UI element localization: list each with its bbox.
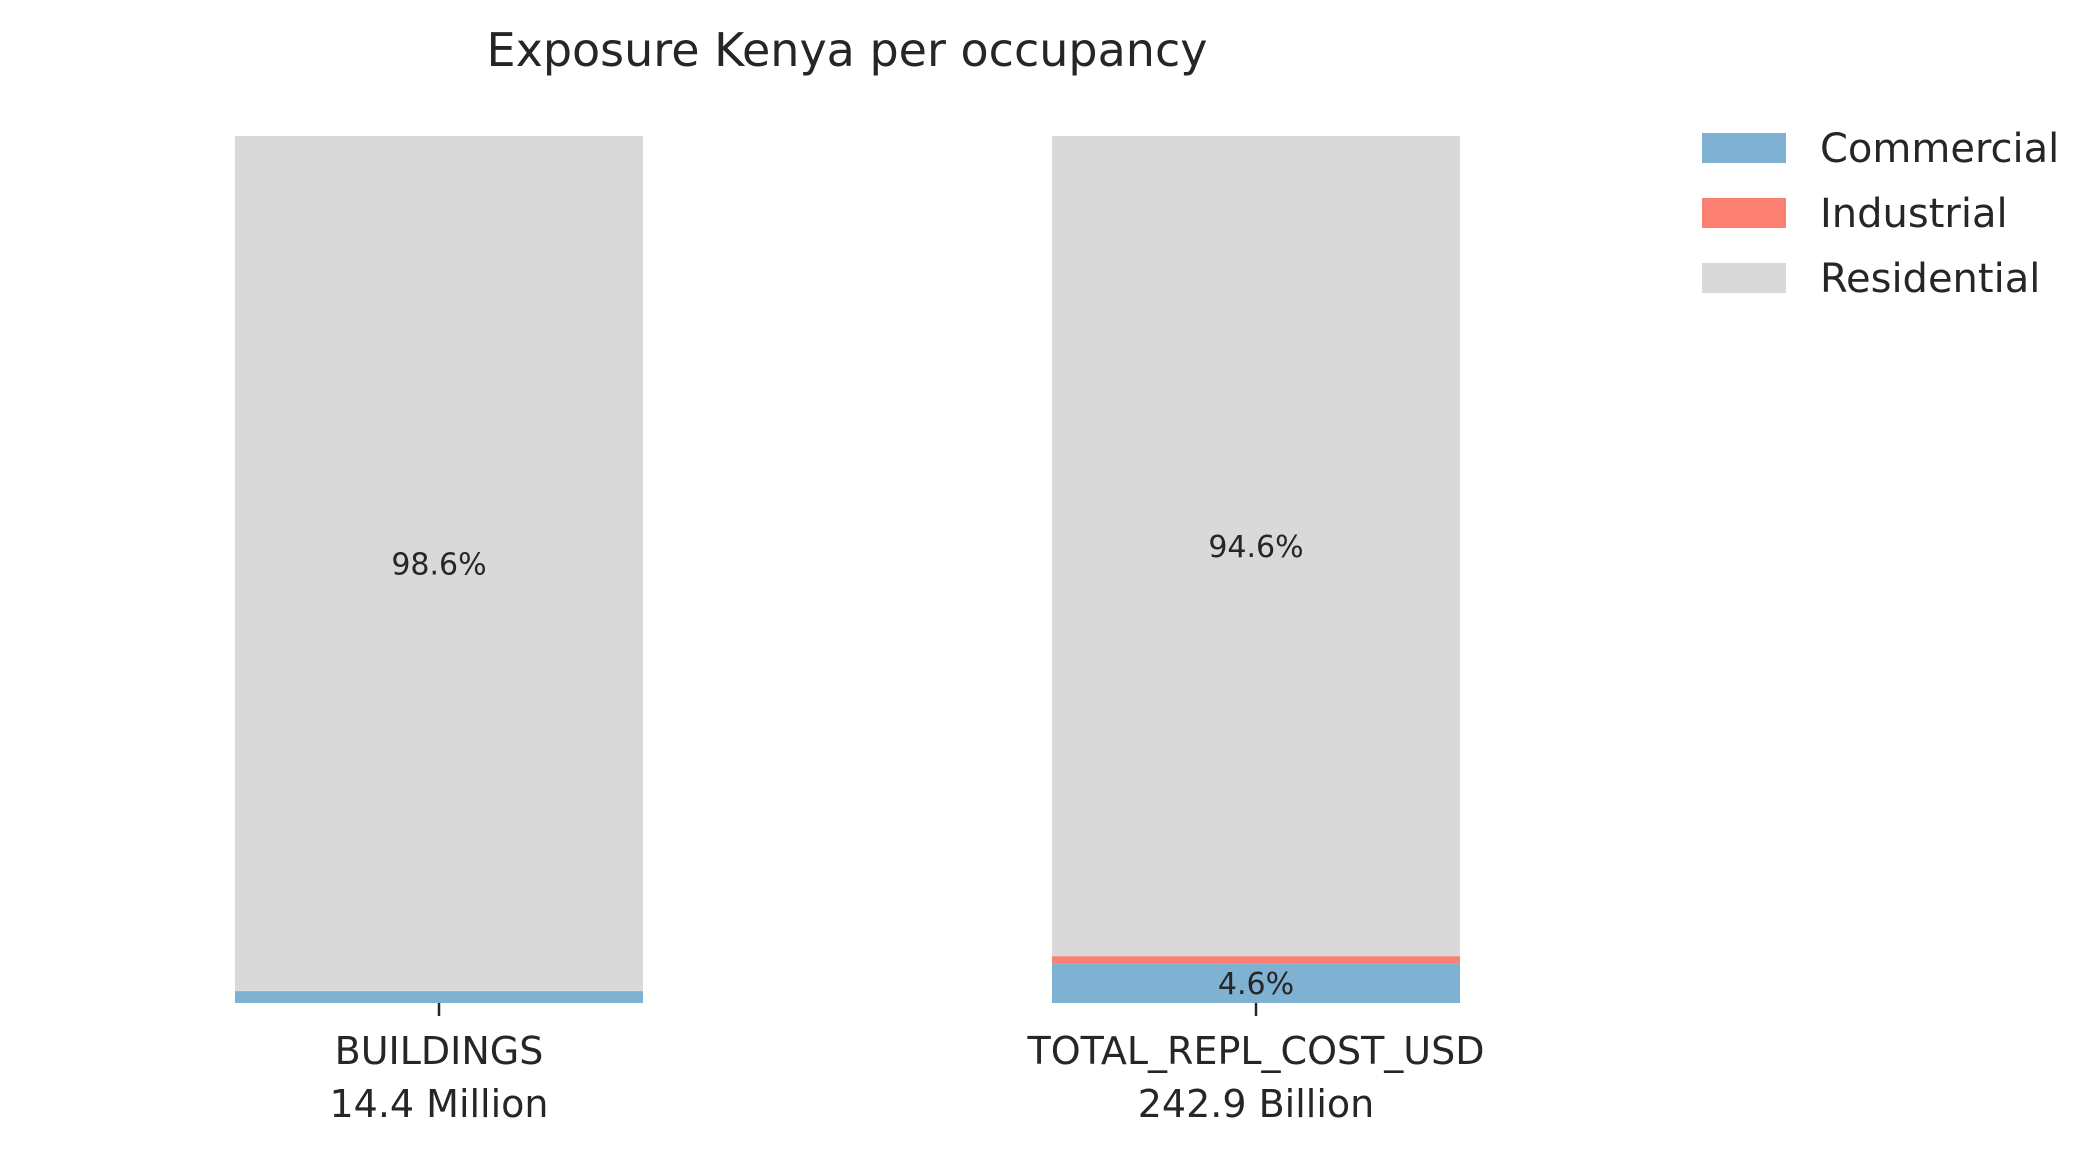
bar-segment-residential-2: [1052, 136, 1460, 957]
x-tick-label-1: BUILDINGS: [335, 1029, 544, 1073]
x-total-label-1: 14.4 Million: [329, 1082, 548, 1126]
chart-title: Exposure Kenya per occupancy: [487, 23, 1208, 77]
legend-swatch-commercial: [1702, 133, 1786, 163]
bar-segment-commercial-1: [235, 991, 643, 1003]
bar-segment-commercial-2: [1052, 963, 1460, 1003]
x-axis: BUILDINGS 14.4 Million TOTAL_REPL_COST_USD…: [329, 1003, 1485, 1126]
legend: Commercial Industrial Residential: [1702, 126, 2059, 302]
bar-segment-industrial-2: [1052, 956, 1460, 964]
data-label-residential-2: 94.6%: [1208, 530, 1303, 565]
data-label-residential-1: 98.6%: [391, 547, 486, 582]
x-tick-label-2: TOTAL_REPL_COST_USD: [1026, 1029, 1484, 1073]
legend-swatch-industrial: [1702, 198, 1786, 228]
legend-label-industrial: Industrial: [1820, 191, 2008, 237]
legend-swatch-residential: [1702, 263, 1786, 293]
data-label-commercial-2: 4.6%: [1218, 967, 1294, 1002]
legend-label-commercial: Commercial: [1820, 126, 2059, 172]
bar-segment-industrial-1: [235, 990, 643, 992]
bar-segment-residential-1: [235, 136, 643, 991]
bars: 98.6% 4.6% 94.6%: [235, 136, 1460, 1003]
legend-label-residential: Residential: [1820, 256, 2040, 302]
x-total-label-2: 242.9 Billion: [1138, 1082, 1375, 1126]
